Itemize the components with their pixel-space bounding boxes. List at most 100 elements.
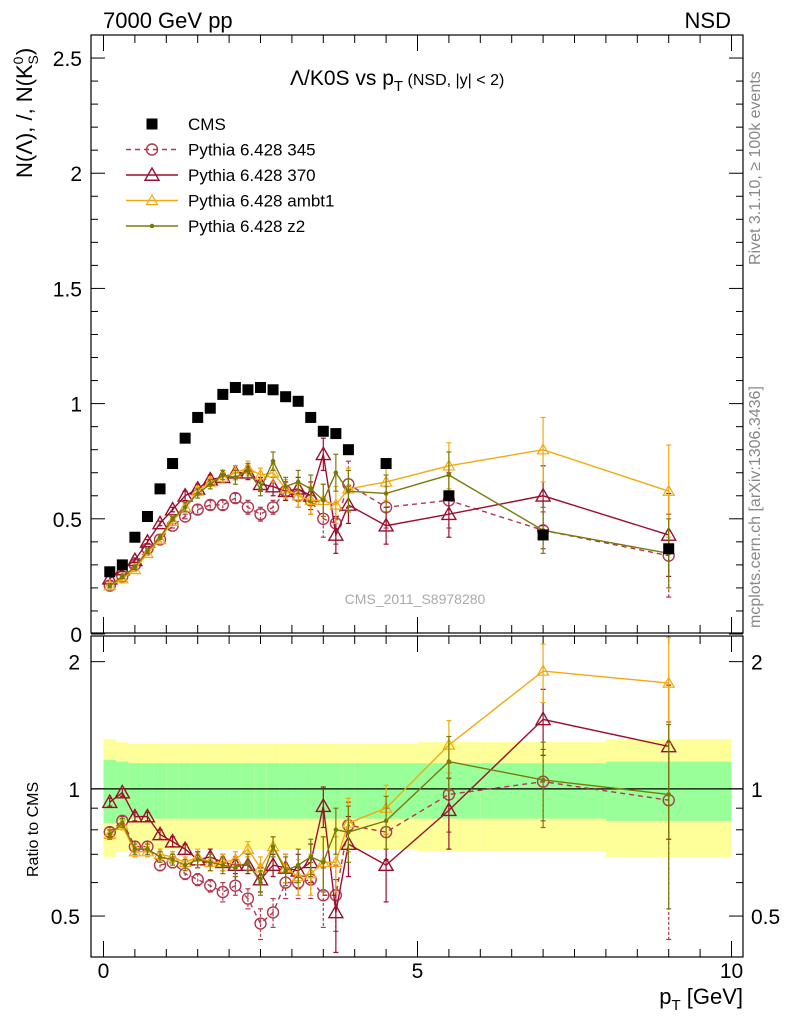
- ratio-band-green: [229, 763, 242, 819]
- ratio-point: [204, 879, 217, 892]
- ratio-point: [308, 854, 314, 860]
- ratio-y-tick-label-right: 1: [751, 779, 763, 802]
- data-point: [151, 515, 169, 530]
- ratio-band-green: [103, 760, 117, 824]
- plot-title-tail: (NSD, |y| < 2): [403, 72, 504, 89]
- cms-data-point: [204, 402, 216, 414]
- ratio-band-green: [241, 763, 255, 819]
- ratio-band-green: [166, 763, 179, 819]
- ratio-y-tick-label: 0.5: [51, 906, 80, 929]
- ratio-point: [304, 866, 318, 879]
- ratio-point: [241, 892, 255, 905]
- ratio-point: [270, 844, 276, 849]
- ratio-band-green: [128, 763, 142, 819]
- data-point: [103, 578, 117, 591]
- data-point: [333, 470, 339, 476]
- ratio-point: [321, 860, 326, 865]
- ratio-point: [107, 832, 113, 837]
- data-point: [204, 498, 217, 512]
- data-point: [383, 491, 389, 496]
- ratio-point: [195, 857, 200, 862]
- x-label-post: [GeV]: [681, 984, 743, 1009]
- ratio-point: [157, 854, 163, 860]
- cms-data-point: [141, 511, 153, 523]
- main-y-tick-label: 0.5: [53, 509, 82, 532]
- main-plot-panel: 0 0.5 1 1.5 2 2.5: [53, 34, 744, 647]
- cms-data-point: [663, 543, 675, 555]
- data-point: [315, 445, 332, 461]
- cms-data-point: [179, 432, 191, 444]
- data-point: [327, 526, 345, 541]
- plot-title-sub: T: [394, 78, 403, 95]
- mcplots-label: mcplots.cern.ch [arXiv:1306.3436]: [747, 386, 764, 628]
- ratio-point: [666, 792, 672, 797]
- data-point: [245, 468, 251, 473]
- ratio-point: [333, 827, 339, 833]
- cms-data-point: [217, 388, 229, 400]
- data-point: [295, 479, 301, 485]
- x-tick-label: 10: [720, 960, 743, 983]
- ratio-band-green: [203, 763, 217, 819]
- ratio-band-green: [342, 763, 355, 819]
- legend-label: Pythia 6.428 ambt1: [188, 192, 334, 211]
- data-point: [283, 484, 288, 489]
- cms-data-point: [129, 531, 141, 543]
- legend-marker: [149, 223, 155, 229]
- ratio-point: [241, 842, 255, 854]
- series-line-main: [109, 448, 669, 587]
- ratio-point: [139, 808, 156, 823]
- ratio-point: [266, 906, 280, 919]
- ratio-point: [258, 880, 263, 885]
- data-point: [536, 442, 550, 455]
- cms-data-point: [242, 384, 254, 396]
- cms-data-point: [280, 391, 292, 403]
- legend: CMS Pythia 6.428 345 Pythia 6.428 370 Pythi…: [126, 115, 334, 236]
- data-point: [446, 472, 452, 478]
- legend-label: Pythia 6.428 z2: [188, 217, 305, 236]
- ratio-band-green: [141, 763, 154, 819]
- data-point: [107, 583, 113, 588]
- series-line-main: [109, 483, 669, 587]
- ratio-y-tick-label-right: 0.5: [751, 906, 780, 929]
- analysis-watermark: CMS_2011_S8978280: [345, 591, 486, 607]
- ratio-point: [295, 862, 301, 868]
- cms-data-point: [342, 444, 354, 456]
- data-point: [264, 478, 282, 493]
- ratio-point: [440, 801, 458, 817]
- ratio-band-green: [216, 763, 230, 819]
- plot-title: Λ/K0S vs pT (NSD, |y| < 2): [290, 67, 504, 95]
- data-point: [662, 484, 676, 496]
- main-y-tick-label: 2: [70, 163, 82, 186]
- legend-marker: [143, 166, 161, 181]
- legend-marker: [145, 193, 159, 206]
- data-point: [329, 498, 343, 510]
- ratio-point: [329, 855, 343, 868]
- ratio-point: [151, 826, 169, 841]
- ratio-point: [346, 829, 351, 835]
- data-point: [145, 548, 150, 554]
- cms-data-point: [380, 458, 392, 470]
- plot-title-main: Λ/K0S vs p: [290, 67, 394, 90]
- cms-data-point: [154, 483, 166, 495]
- main-y-axis-label: N(Λ), /, N(K0S): [10, 48, 41, 178]
- data-point: [233, 475, 238, 480]
- ratio-point: [126, 808, 144, 823]
- ratio-point: [176, 840, 194, 856]
- data-point: [534, 487, 552, 502]
- ratio-point: [446, 759, 452, 764]
- legend-label: CMS: [188, 115, 226, 134]
- series-4-ratio: [107, 723, 672, 910]
- main-y-label-pre: N(Λ), /, N(K: [12, 64, 37, 178]
- data-point: [207, 481, 213, 487]
- ratio-point: [128, 844, 142, 857]
- ratio-band-green: [304, 763, 318, 819]
- ratio-bands: [103, 739, 732, 857]
- cms-data-point: [229, 381, 241, 393]
- header-right: NSD: [685, 8, 731, 33]
- ratio-point: [383, 818, 389, 824]
- legend-label: Pythia 6.428 370: [188, 166, 316, 185]
- cms-data-point: [267, 384, 279, 396]
- data-point: [195, 491, 200, 496]
- ratio-point: [229, 879, 242, 892]
- ratio-band-green: [178, 763, 192, 819]
